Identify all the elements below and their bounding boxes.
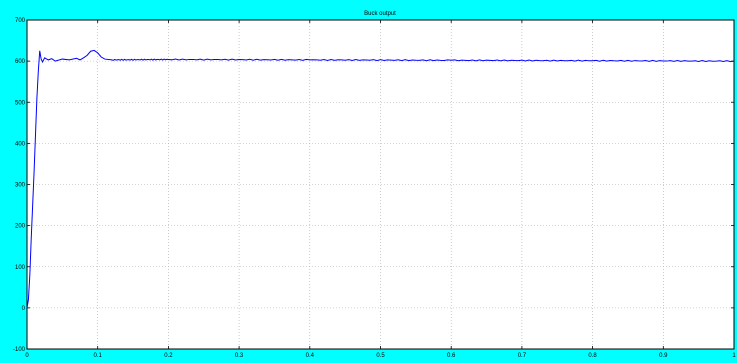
grid-lines (27, 20, 734, 349)
y-tick-label: -100 (13, 347, 26, 353)
y-tick-label: 400 (15, 141, 26, 147)
y-tick-label: 300 (15, 183, 26, 189)
y-tick-label: 200 (15, 224, 26, 230)
chart-title: Buck output (364, 11, 396, 17)
x-tick-label: 0.8 (588, 353, 597, 359)
x-tick-label: 0.7 (518, 353, 527, 359)
x-tick-label: 0.1 (94, 353, 103, 359)
series-line-0 (26, 49, 735, 308)
y-tick-label: 500 (15, 100, 26, 106)
series-layer (26, 49, 735, 308)
x-tick-label: 0.5 (376, 353, 385, 359)
x-tick-label: 0.2 (164, 353, 173, 359)
x-tick-label: 0.4 (306, 353, 315, 359)
x-tick-label: 0 (25, 353, 29, 359)
x-tick-label: 0.3 (235, 353, 244, 359)
axis-ticks: 0 0.1 0.2 0.3 0.4 0.5 0.6 0.7 0.8 0.9 1-1000100200… (13, 18, 736, 359)
x-tick-label: 1 (732, 353, 736, 359)
x-tick-label: 0.9 (659, 353, 668, 359)
y-tick-label: 0 (22, 306, 26, 312)
y-tick-label: 600 (15, 59, 26, 65)
y-tick-label: 700 (15, 18, 26, 24)
y-tick-label: 100 (15, 265, 26, 271)
x-tick-label: 0.6 (447, 353, 456, 359)
